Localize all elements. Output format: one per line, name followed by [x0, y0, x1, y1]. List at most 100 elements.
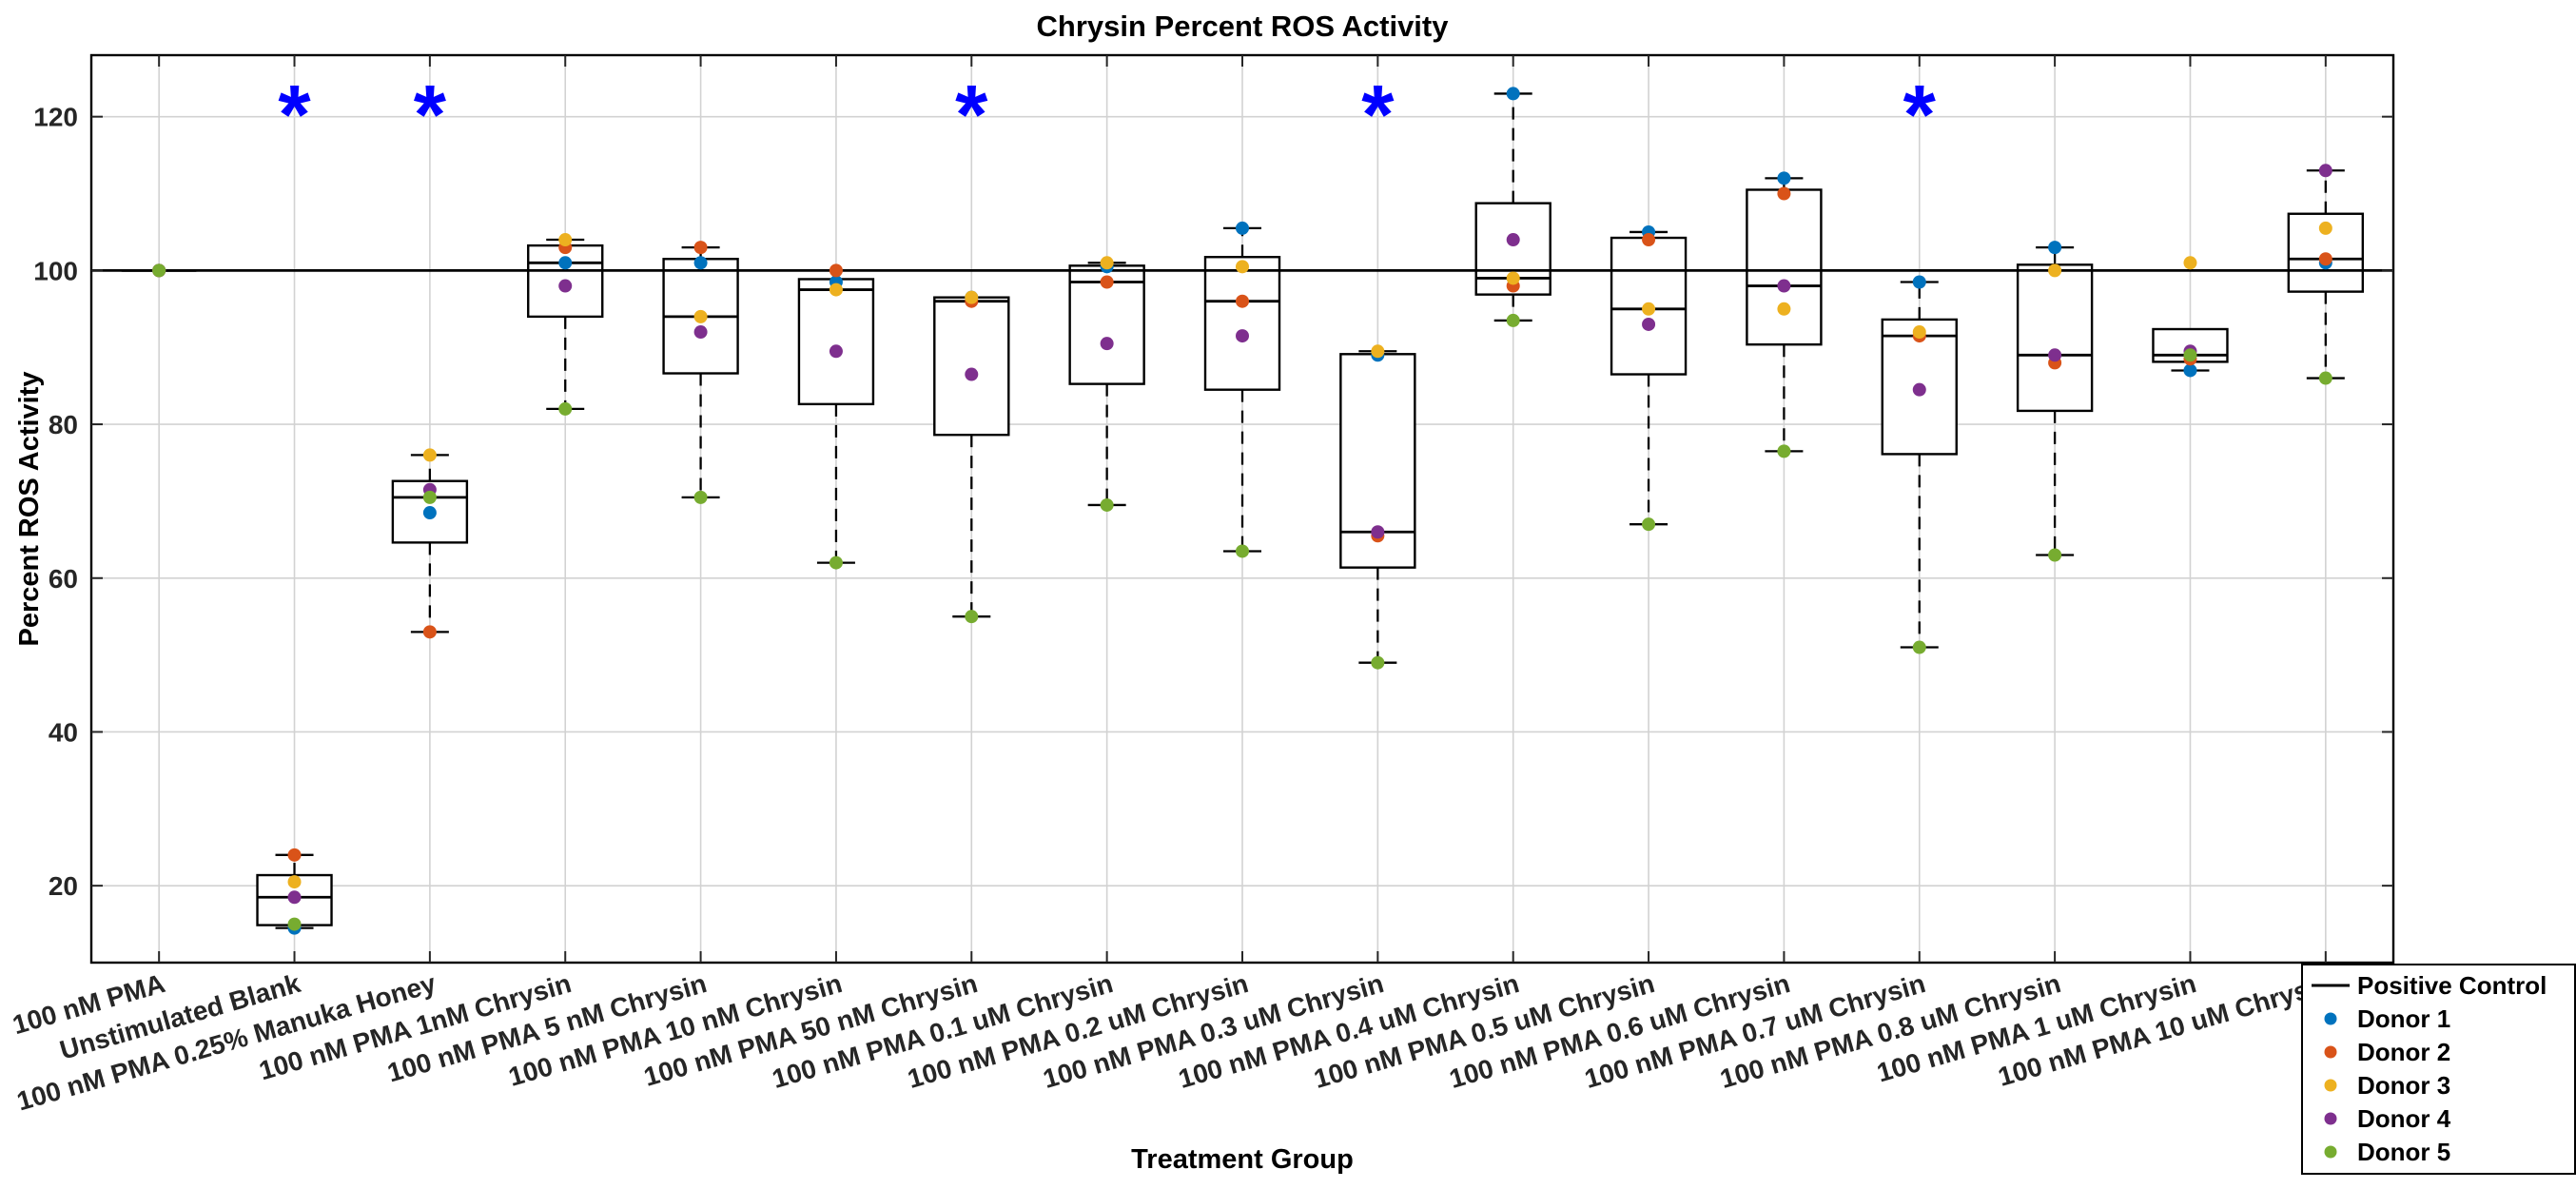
- donor-point: [1777, 280, 1790, 293]
- donor-point: [1777, 187, 1790, 201]
- donor-point: [558, 280, 572, 293]
- donor-point: [1371, 656, 1384, 670]
- donor-point: [694, 310, 708, 323]
- legend-label: Donor 2: [2357, 1038, 2450, 1066]
- donor-point: [558, 256, 572, 269]
- significance-asterisk: *: [278, 67, 311, 161]
- donor-point: [288, 918, 302, 931]
- y-tick-label: 40: [49, 717, 78, 747]
- box-group: [393, 455, 467, 632]
- donor-point: [1101, 276, 1114, 289]
- donor-point: [1236, 260, 1249, 273]
- donor-point: [965, 291, 978, 304]
- donor-point: [2319, 222, 2332, 235]
- donor-point: [1913, 383, 1926, 397]
- legend-label: Donor 3: [2357, 1071, 2450, 1100]
- donor-point: [2048, 348, 2061, 361]
- legend-dot: [2325, 1113, 2337, 1125]
- donor-point: [1642, 233, 1655, 246]
- donor-point: [2183, 348, 2196, 361]
- legend-label: Positive Control: [2357, 971, 2547, 1000]
- y-tick-label: 20: [49, 871, 78, 901]
- donor-point: [1913, 325, 1926, 339]
- donor-point: [694, 491, 708, 504]
- legend-dot: [2325, 1046, 2337, 1059]
- box-group: [1070, 263, 1144, 505]
- significance-asterisk: *: [1361, 67, 1395, 161]
- donor-point: [1507, 271, 1520, 284]
- legend-dot: [2325, 1080, 2337, 1092]
- y-tick-label: 60: [49, 564, 78, 594]
- significance-asterisk: *: [414, 67, 447, 161]
- donor-point: [2048, 241, 2061, 254]
- donor-point: [694, 241, 708, 254]
- donor-point: [1236, 329, 1249, 342]
- donor-point: [152, 263, 166, 277]
- donor-point: [829, 283, 843, 297]
- donor-point: [1507, 233, 1520, 246]
- donor-point: [558, 233, 572, 246]
- legend-dot: [2325, 1013, 2337, 1025]
- donor-point: [288, 875, 302, 888]
- donor-point: [1236, 222, 1249, 235]
- donor-point: [1913, 276, 1926, 289]
- donor-point: [829, 556, 843, 570]
- box-group: [1340, 351, 1415, 662]
- box-group: [664, 247, 738, 497]
- donor-point: [1642, 302, 1655, 316]
- donor-point: [2319, 372, 2332, 385]
- donor-point: [1507, 87, 1520, 100]
- donor-point: [2183, 256, 2196, 269]
- donor-point: [1236, 544, 1249, 557]
- donor-point: [423, 625, 437, 638]
- donor-point: [1101, 256, 1114, 269]
- box-group: [1205, 228, 1279, 552]
- donor-point: [965, 610, 978, 623]
- y-tick-label: 100: [33, 256, 78, 285]
- legend-dot: [2325, 1146, 2337, 1159]
- box: [799, 279, 873, 403]
- donor-point: [1642, 517, 1655, 531]
- donor-point: [1777, 302, 1790, 316]
- donor-point: [423, 491, 437, 504]
- donor-point: [288, 890, 302, 904]
- donor-point: [423, 506, 437, 519]
- box: [1747, 189, 1821, 344]
- legend-label: Donor 1: [2357, 1004, 2450, 1033]
- legend-label: Donor 5: [2357, 1138, 2450, 1166]
- x-axis-label: Treatment Group: [1131, 1144, 1354, 1175]
- donor-point: [1507, 314, 1520, 327]
- donor-point: [1777, 444, 1790, 458]
- donor-point: [2319, 252, 2332, 265]
- donor-point: [829, 344, 843, 358]
- donor-point: [965, 368, 978, 381]
- donor-point: [288, 848, 302, 862]
- donor-point: [423, 448, 437, 461]
- y-tick-label: 80: [49, 410, 78, 439]
- donor-point: [2048, 549, 2061, 562]
- donor-point: [1101, 498, 1114, 512]
- box: [934, 298, 1008, 436]
- donor-point: [694, 256, 708, 269]
- legend-label: Donor 4: [2357, 1104, 2451, 1133]
- box: [2018, 264, 2092, 411]
- donor-point: [1642, 318, 1655, 331]
- box: [1205, 257, 1279, 389]
- donor-point: [1101, 337, 1114, 350]
- donor-point: [1371, 344, 1384, 358]
- box-group: [1611, 232, 1686, 524]
- donor-point: [1371, 525, 1384, 538]
- legend: Positive Control Donor 1 Donor 2 Donor 3 Don…: [2302, 965, 2575, 1174]
- donor-point: [558, 402, 572, 416]
- donor-point: [694, 325, 708, 339]
- donor-point: [2319, 164, 2332, 177]
- donor-point: [2183, 363, 2196, 377]
- chart-title: Chrysin Percent ROS Activity: [1037, 10, 1450, 43]
- donor-point: [1777, 171, 1790, 185]
- y-axis-label: Percent ROS Activity: [14, 371, 45, 646]
- donor-point: [1913, 641, 1926, 654]
- donor-point: [829, 263, 843, 277]
